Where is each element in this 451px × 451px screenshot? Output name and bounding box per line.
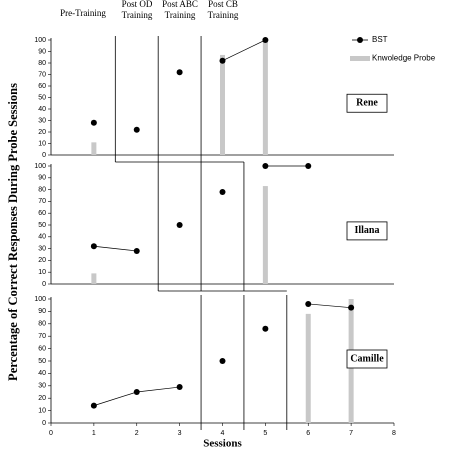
y-tick-label: 100 bbox=[34, 163, 46, 170]
y-tick-label: 20 bbox=[38, 129, 46, 136]
y-tick-label: 80 bbox=[38, 186, 46, 193]
y-tick-label: 70 bbox=[38, 333, 46, 340]
phase-label: Training bbox=[122, 10, 153, 20]
bst-point bbox=[219, 188, 226, 195]
bst-point bbox=[262, 37, 269, 43]
y-tick-label: 90 bbox=[38, 175, 46, 182]
probe-bar bbox=[91, 142, 97, 155]
probe-bar bbox=[91, 273, 97, 284]
phase-label: Training bbox=[165, 10, 196, 20]
y-tick-label: 50 bbox=[38, 222, 46, 229]
y-tick-label: 70 bbox=[38, 71, 46, 78]
x-tick-label: 2 bbox=[135, 430, 139, 437]
y-tick-label: 50 bbox=[38, 358, 46, 365]
y-tick-label: 10 bbox=[38, 407, 46, 414]
y-tick-label: 30 bbox=[38, 117, 46, 124]
bst-point bbox=[219, 358, 226, 364]
y-tick-label: 60 bbox=[38, 345, 46, 352]
bst-line bbox=[93, 391, 137, 406]
bst-point bbox=[176, 384, 183, 391]
y-tick-label: 30 bbox=[38, 245, 46, 252]
y-tick-label: 100 bbox=[34, 296, 46, 303]
bst-line bbox=[93, 245, 137, 252]
x-tick-label: 4 bbox=[221, 430, 225, 437]
y-tick-label: 80 bbox=[38, 321, 46, 328]
y-tick-label: 100 bbox=[34, 37, 46, 44]
bst-point bbox=[305, 163, 312, 169]
bst-point bbox=[176, 69, 183, 76]
name-box bbox=[346, 349, 388, 369]
y-tick-label: 0 bbox=[42, 152, 46, 159]
participant-name: Illana bbox=[354, 225, 379, 236]
x-tick-label: 8 bbox=[392, 430, 396, 437]
y-tick-label: 40 bbox=[38, 106, 46, 113]
bst-point bbox=[133, 247, 140, 254]
phase-label: Post OD bbox=[122, 0, 153, 9]
probe-bar bbox=[262, 40, 268, 155]
x-tick-label: 6 bbox=[306, 430, 310, 437]
y-tick-label: 90 bbox=[38, 48, 46, 55]
bst-line bbox=[308, 303, 352, 309]
y-tick-label: 10 bbox=[38, 140, 46, 147]
bst-point bbox=[90, 402, 97, 409]
y-axis-label: Percentage of Correct Responses During P… bbox=[6, 83, 20, 381]
y-tick-label: 30 bbox=[38, 383, 46, 390]
name-box bbox=[346, 93, 388, 113]
legend-marker bbox=[357, 37, 363, 43]
bst-point bbox=[90, 119, 97, 126]
phase-label: Post CB bbox=[208, 0, 238, 9]
x-tick-label: 1 bbox=[92, 430, 96, 437]
x-tick-label: 5 bbox=[263, 430, 267, 437]
name-box bbox=[346, 221, 388, 241]
bst-point bbox=[305, 300, 312, 307]
y-tick-label: 60 bbox=[38, 83, 46, 90]
y-tick-label: 90 bbox=[38, 308, 46, 315]
y-tick-label: 70 bbox=[38, 198, 46, 205]
legend-label: Knwoledge Probe bbox=[372, 54, 436, 63]
bst-point bbox=[262, 325, 269, 332]
y-tick-label: 20 bbox=[38, 395, 46, 402]
bst-line bbox=[136, 386, 180, 393]
y-tick-label: 0 bbox=[42, 420, 46, 427]
bst-point bbox=[90, 243, 97, 250]
x-tick-label: 3 bbox=[178, 430, 182, 437]
phase-label: Pre-Training bbox=[60, 8, 106, 18]
x-tick-label: 7 bbox=[349, 430, 353, 437]
x-axis-label: Sessions bbox=[203, 438, 242, 450]
participant-name: Camille bbox=[350, 353, 384, 364]
bst-point bbox=[133, 389, 140, 395]
y-tick-label: 0 bbox=[42, 281, 46, 288]
y-tick-label: 50 bbox=[38, 94, 46, 101]
phase-label: Post ABC bbox=[162, 0, 198, 9]
bst-point bbox=[176, 222, 183, 228]
legend-label: BST bbox=[372, 35, 388, 44]
bst-point bbox=[133, 126, 140, 133]
bst-point bbox=[262, 163, 269, 169]
y-tick-label: 40 bbox=[38, 370, 46, 377]
bst-point bbox=[348, 304, 355, 311]
x-tick-label: 0 bbox=[49, 430, 53, 437]
y-tick-label: 80 bbox=[38, 60, 46, 67]
phase-label: Training bbox=[208, 10, 239, 20]
bst-point bbox=[219, 57, 226, 64]
y-tick-label: 40 bbox=[38, 234, 46, 241]
probe-bar bbox=[262, 186, 268, 284]
y-tick-label: 60 bbox=[38, 210, 46, 217]
y-tick-label: 20 bbox=[38, 257, 46, 264]
legend-swatch bbox=[350, 56, 370, 61]
bst-line bbox=[222, 39, 266, 62]
probe-bar bbox=[220, 54, 225, 156]
probe-bar bbox=[305, 313, 311, 423]
participant-name: Rene bbox=[356, 98, 378, 109]
y-tick-label: 10 bbox=[38, 269, 46, 276]
